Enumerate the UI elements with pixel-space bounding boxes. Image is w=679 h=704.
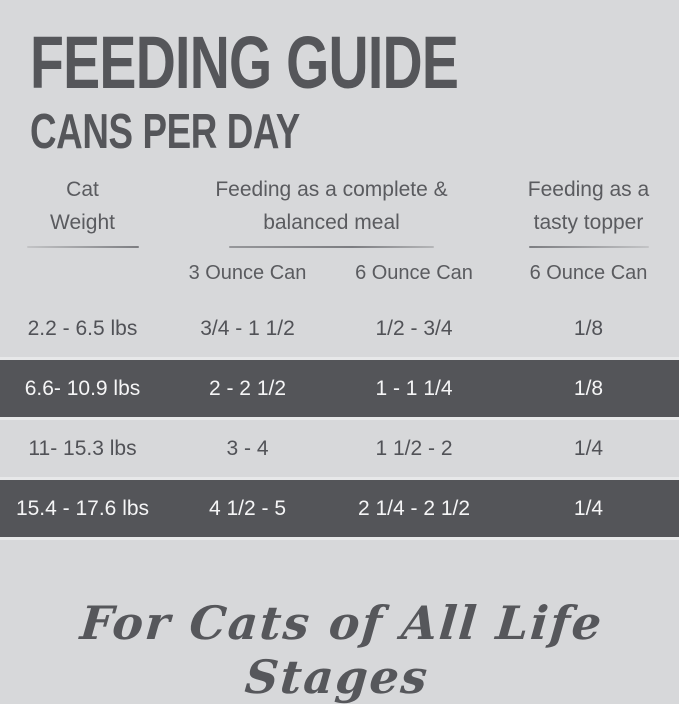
- complete-3oz-cell: 3 - 4: [226, 436, 269, 460]
- cat-weight-cell: 15.4 - 17.6 lbs: [15, 496, 150, 520]
- header-underline: [26, 246, 139, 249]
- page-subtitle: CANS PER DAY: [30, 105, 300, 159]
- topper-6oz-cell: 1/4: [573, 496, 604, 520]
- table-body: 2.2 - 6.5 lbs 3/4 - 1 1/2 1/2 - 3/4 1/8 …: [0, 300, 679, 541]
- subheader-spacer: [0, 262, 165, 285]
- table-header-groups: Cat Weight Feeding as a complete & balan…: [0, 173, 679, 249]
- complete-6oz-cell: 1 - 1 1/4: [375, 376, 453, 400]
- complete-6oz-cell: 1/2 - 3/4: [375, 316, 453, 340]
- topper-6oz-cell: 1/8: [573, 376, 604, 400]
- column-group-label: Feeding as a tasty topper: [527, 178, 650, 235]
- header-underline: [229, 246, 434, 249]
- column-group-cat-weight: Cat Weight: [0, 173, 165, 249]
- complete-6oz-cell: 1 1/2 - 2: [375, 436, 453, 460]
- feeding-guide-panel: FEEDING GUIDE CANS PER DAY Cat Weight Fe…: [0, 21, 679, 704]
- table-row-highlighted: 15.4 - 17.6 lbs 4 1/2 - 5 2 1/4 - 2 1/2 …: [0, 477, 679, 541]
- complete-3oz-cell: 3/4 - 1 1/2: [200, 316, 295, 340]
- page-title: FEEDING GUIDE: [30, 21, 459, 104]
- subheader-6oz-can-topper: 6 Ounce Can: [529, 262, 648, 285]
- complete-3oz-cell: 4 1/2 - 5: [208, 496, 287, 520]
- complete-3oz-cell: 2 - 2 1/2: [208, 376, 287, 400]
- cat-weight-cell: 11- 15.3 lbs: [28, 436, 137, 460]
- cat-weight-cell: 6.6- 10.9 lbs: [24, 376, 141, 400]
- topper-6oz-cell: 1/4: [573, 436, 604, 460]
- table-subheader-row: 3 Ounce Can 6 Ounce Can 6 Ounce Can: [0, 262, 679, 285]
- table-row: 11- 15.3 lbs 3 - 4 1 1/2 - 2 1/4: [0, 420, 679, 477]
- column-group-complete-meal: Feeding as a complete & balanced meal: [165, 173, 498, 249]
- cat-weight-cell: 2.2 - 6.5 lbs: [27, 316, 138, 340]
- topper-6oz-cell: 1/8: [573, 316, 604, 340]
- header-underline: [528, 246, 649, 249]
- column-group-label: Cat Weight: [50, 178, 115, 235]
- column-group-tasty-topper: Feeding as a tasty topper: [498, 173, 679, 249]
- tagline-script-text: For Cats of All Life Stages: [78, 596, 606, 704]
- table-row-highlighted: 6.6- 10.9 lbs 2 - 2 1/2 1 - 1 1/4 1/8: [0, 357, 679, 421]
- table-row: 2.2 - 6.5 lbs 3/4 - 1 1/2 1/2 - 3/4 1/8: [0, 300, 679, 357]
- column-group-label: Feeding as a complete & balanced meal: [215, 178, 448, 235]
- subheader-6oz-can-meal: 6 Ounce Can: [355, 262, 473, 285]
- subheader-3oz-can: 3 Ounce Can: [188, 262, 307, 285]
- complete-6oz-cell: 2 1/4 - 2 1/2: [357, 496, 471, 520]
